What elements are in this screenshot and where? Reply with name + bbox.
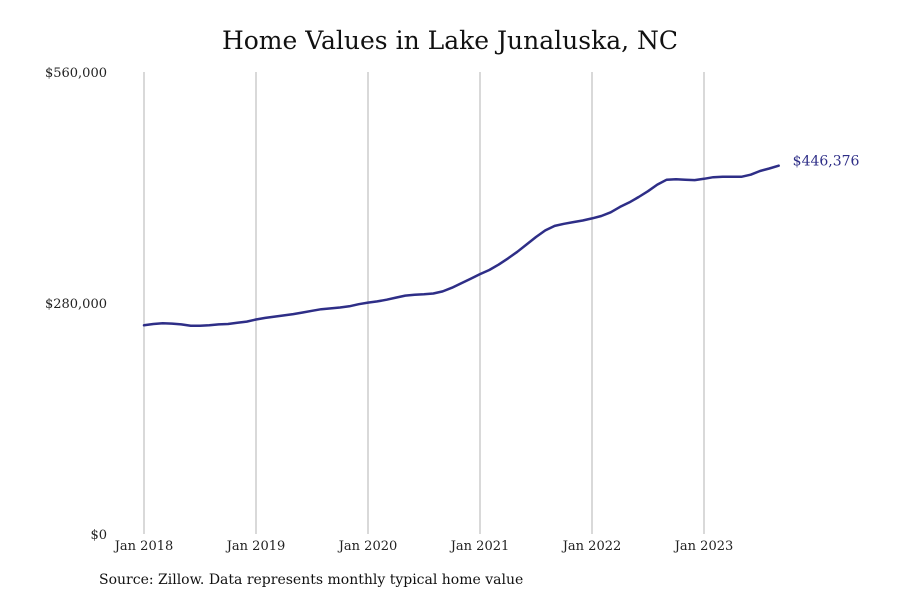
grid-lines <box>143 72 705 534</box>
x-tick-label-5: Jan 2023 <box>673 539 734 554</box>
x-tick-label-3: Jan 2021 <box>449 539 510 554</box>
y-tick-label-2: $560,000 <box>45 66 107 81</box>
source-note: Source: Zillow. Data represents monthly … <box>99 572 524 588</box>
x-tick-label-2: Jan 2020 <box>337 539 398 554</box>
series-line-0 <box>142 164 780 327</box>
chart-title: Home Values in Lake Junaluska, NC <box>221 26 679 55</box>
x-tick-label-4: Jan 2022 <box>561 539 622 554</box>
x-tick-label-1: Jan 2019 <box>225 539 286 554</box>
end-label-layer: $446,376 <box>793 154 860 170</box>
y-axis-ticks: $0 $280,000 $560,000 <box>45 66 107 543</box>
y-tick-label-1: $280,000 <box>45 297 107 312</box>
x-axis-ticks: Jan 2018 Jan 2019 Jan 2020 Jan 2021 Jan 2022… <box>113 539 734 554</box>
x-tick-label-0: Jan 2018 <box>113 539 174 554</box>
y-tick-label-0: $0 <box>90 528 107 543</box>
end-value-label: $446,376 <box>793 154 860 170</box>
series-layer <box>142 164 780 327</box>
